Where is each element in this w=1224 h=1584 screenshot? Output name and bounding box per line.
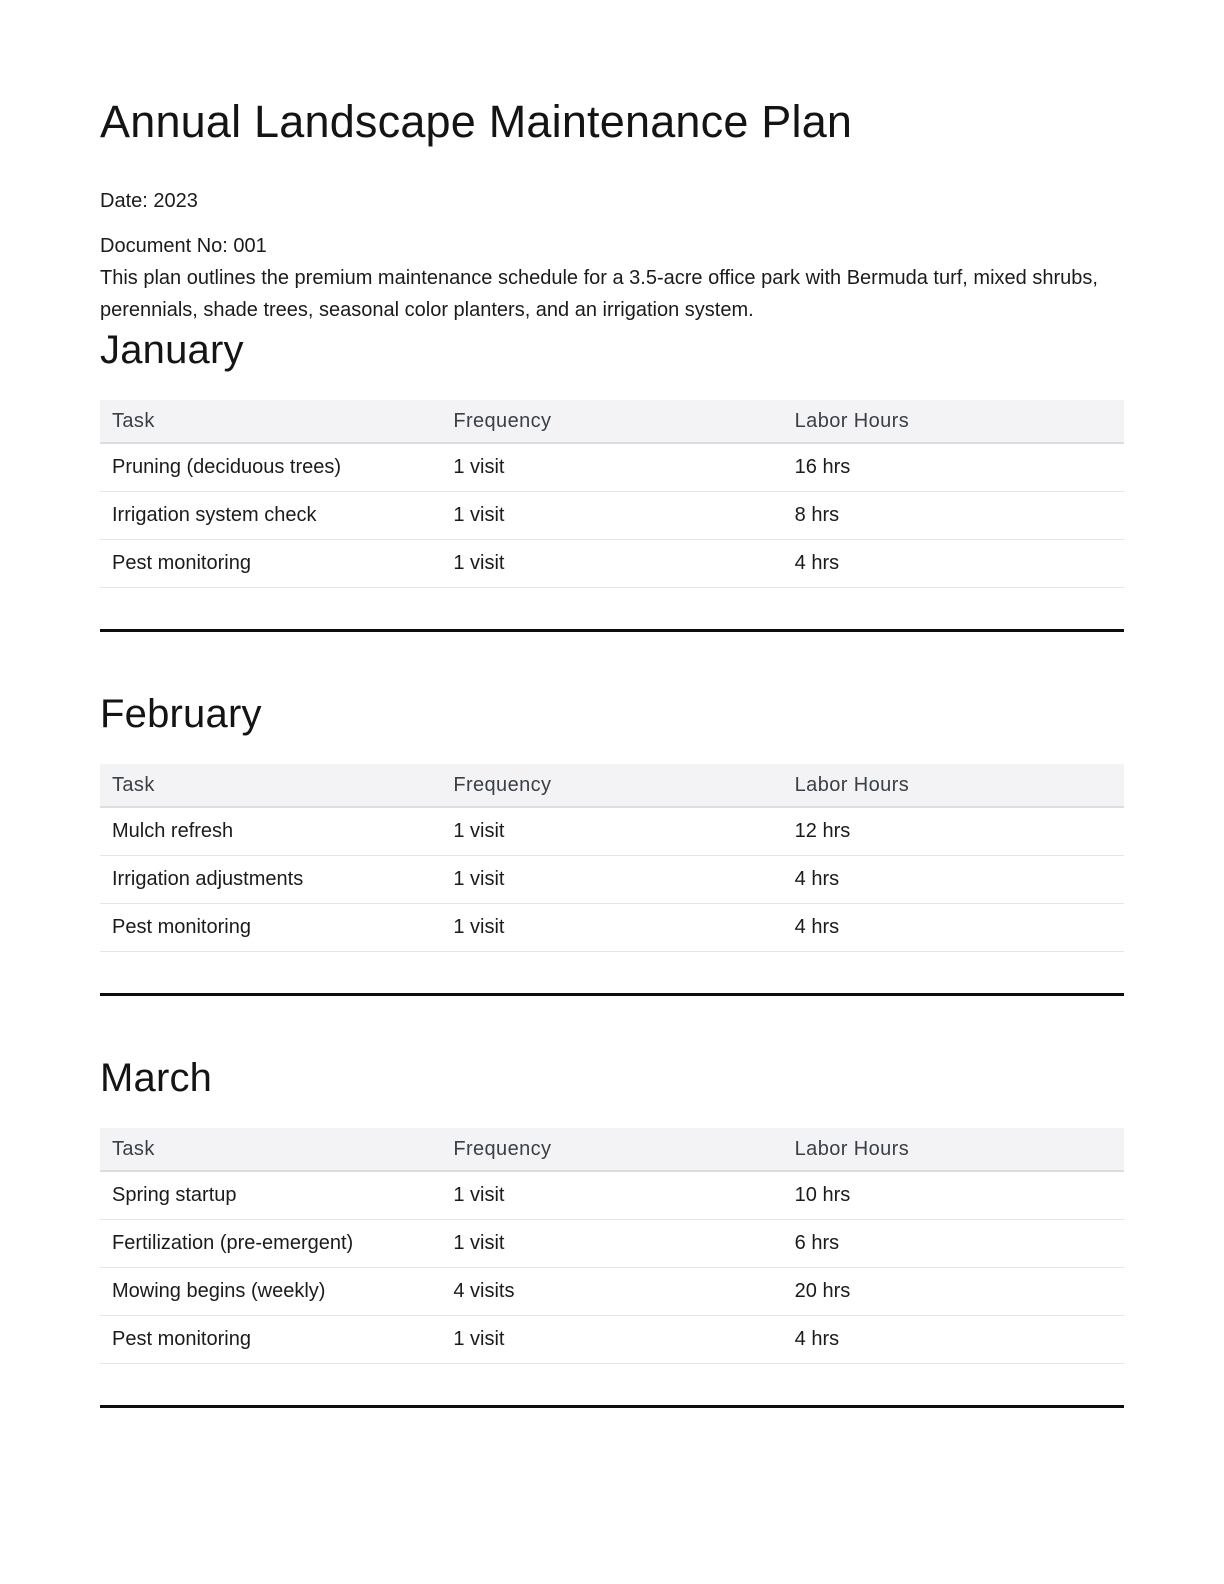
- labor-hours-cell: 10 hrs: [782, 1170, 1124, 1220]
- table-header-row: Task Frequency Labor Hours: [100, 1127, 1124, 1172]
- task-cell: Pest monitoring: [100, 539, 442, 588]
- table-row: Pest monitoring 1 visit 4 hrs: [100, 903, 1124, 952]
- frequency-cell: 1 visit: [441, 539, 783, 588]
- frequency-cell: 1 visit: [441, 1315, 783, 1364]
- table-row: Irrigation adjustments 1 visit 4 hrs: [100, 855, 1124, 904]
- table-header-row: Task Frequency Labor Hours: [100, 399, 1124, 444]
- labor-hours-cell: 20 hrs: [782, 1267, 1124, 1316]
- task-cell: Pruning (deciduous trees): [100, 442, 442, 492]
- labor-hours-cell: 4 hrs: [782, 903, 1124, 952]
- frequency-cell: 4 visits: [441, 1267, 783, 1316]
- task-cell: Fertilization (pre-emergent): [100, 1219, 442, 1268]
- table-row: Spring startup 1 visit 10 hrs: [100, 1170, 1124, 1220]
- column-header-frequency: Frequency: [441, 763, 783, 808]
- labor-hours-cell: 6 hrs: [782, 1219, 1124, 1268]
- month-heading: March: [100, 1055, 213, 1100]
- frequency-cell: 1 visit: [441, 855, 783, 904]
- schedule-table: Task Frequency Labor Hours Spring startu…: [100, 1127, 1124, 1364]
- labor-hours-cell: 4 hrs: [782, 1315, 1124, 1364]
- date-line: Date: 2023: [100, 189, 198, 212]
- page-title: Annual Landscape Maintenance Plan: [100, 96, 853, 147]
- table-row: Pest monitoring 1 visit 4 hrs: [100, 1315, 1124, 1364]
- task-cell: Mulch refresh: [100, 806, 442, 856]
- task-cell: Pest monitoring: [100, 1315, 442, 1364]
- table-row: Irrigation system check 1 visit 8 hrs: [100, 491, 1124, 540]
- task-cell: Irrigation adjustments: [100, 855, 442, 904]
- labor-hours-cell: 16 hrs: [782, 442, 1124, 492]
- table-row: Fertilization (pre-emergent) 1 visit 6 h…: [100, 1219, 1124, 1268]
- table-row: Pruning (deciduous trees) 1 visit 16 hrs: [100, 442, 1124, 492]
- column-header-task: Task: [100, 399, 442, 444]
- labor-hours-cell: 8 hrs: [782, 491, 1124, 540]
- section-january: January Task Frequency Labor Hours Pruni…: [100, 326, 1124, 632]
- document-description: This plan outlines the premium maintenan…: [100, 266, 1098, 321]
- frequency-cell: 1 visit: [441, 1170, 783, 1220]
- column-header-labor-hours: Labor Hours: [782, 763, 1124, 808]
- section-divider: [100, 628, 1124, 632]
- month-heading: January: [100, 327, 244, 372]
- section-divider: [100, 992, 1124, 996]
- frequency-cell: 1 visit: [441, 442, 783, 492]
- task-cell: Spring startup: [100, 1170, 442, 1220]
- task-cell: Pest monitoring: [100, 903, 442, 952]
- frequency-cell: 1 visit: [441, 806, 783, 856]
- column-header-task: Task: [100, 763, 442, 808]
- labor-hours-cell: 4 hrs: [782, 539, 1124, 588]
- labor-hours-cell: 4 hrs: [782, 855, 1124, 904]
- schedule-table: Task Frequency Labor Hours Pruning (deci…: [100, 399, 1124, 588]
- column-header-frequency: Frequency: [441, 399, 783, 444]
- frequency-cell: 1 visit: [441, 1219, 783, 1268]
- schedule-table: Task Frequency Labor Hours Mulch refresh…: [100, 763, 1124, 952]
- document-number-line: Document No: 001: [100, 234, 267, 257]
- task-cell: Mowing begins (weekly): [100, 1267, 442, 1316]
- table-row: Pest monitoring 1 visit 4 hrs: [100, 539, 1124, 588]
- column-header-labor-hours: Labor Hours: [782, 399, 1124, 444]
- table-row: Mulch refresh 1 visit 12 hrs: [100, 806, 1124, 856]
- column-header-labor-hours: Labor Hours: [782, 1127, 1124, 1172]
- section-divider: [100, 1404, 1124, 1408]
- month-heading: February: [100, 691, 262, 736]
- section-march: March Task Frequency Labor Hours Spring …: [100, 1054, 1124, 1408]
- table-header-row: Task Frequency Labor Hours: [100, 763, 1124, 808]
- column-header-task: Task: [100, 1127, 442, 1172]
- column-header-frequency: Frequency: [441, 1127, 783, 1172]
- section-february: February Task Frequency Labor Hours Mulc…: [100, 690, 1124, 996]
- table-row: Mowing begins (weekly) 4 visits 20 hrs: [100, 1267, 1124, 1316]
- labor-hours-cell: 12 hrs: [782, 806, 1124, 856]
- frequency-cell: 1 visit: [441, 491, 783, 540]
- task-cell: Irrigation system check: [100, 491, 442, 540]
- frequency-cell: 1 visit: [441, 903, 783, 952]
